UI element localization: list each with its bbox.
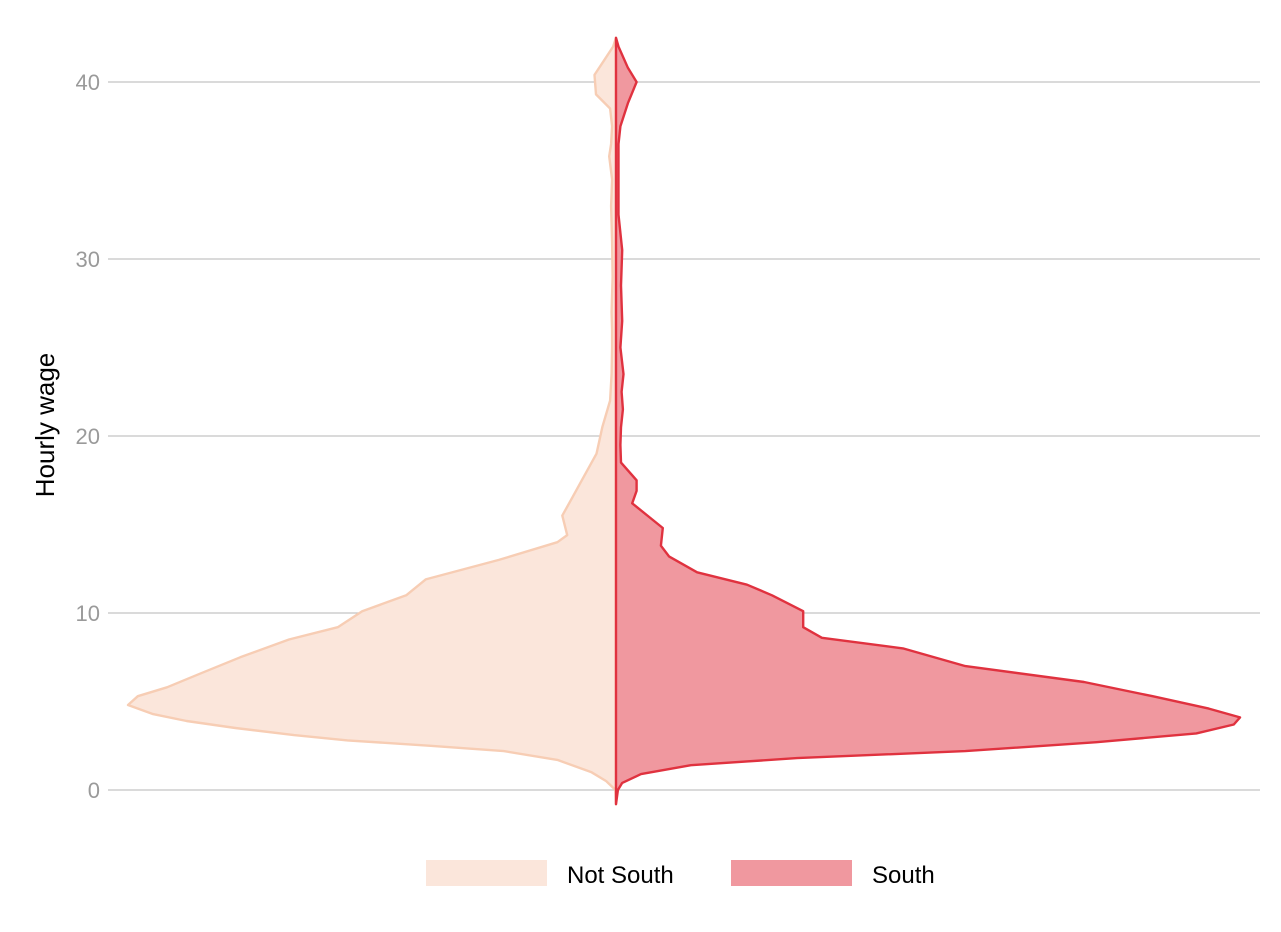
legend-label-south: South — [872, 862, 935, 889]
y-tick-label-20: 20 — [76, 424, 100, 449]
legend-label-not-south: Not South — [567, 862, 674, 889]
legend-key-not-south — [426, 860, 547, 886]
y-tick-label-0: 0 — [88, 778, 100, 803]
y-tick-label-40: 40 — [76, 70, 100, 95]
legend-key-south — [731, 860, 852, 886]
y-tick-label-10: 10 — [76, 601, 100, 626]
grid-lines — [108, 81, 1260, 791]
y-axis-tick-labels: 0 10 20 30 40 — [76, 70, 100, 803]
y-tick-label-30: 30 — [76, 247, 100, 272]
legend: Not South South — [426, 860, 935, 889]
y-axis-title: Hourly wage — [30, 353, 60, 498]
violin-south — [614, 36, 1242, 806]
violin-plot-area — [126, 36, 1242, 806]
violin-not-south — [126, 36, 618, 806]
